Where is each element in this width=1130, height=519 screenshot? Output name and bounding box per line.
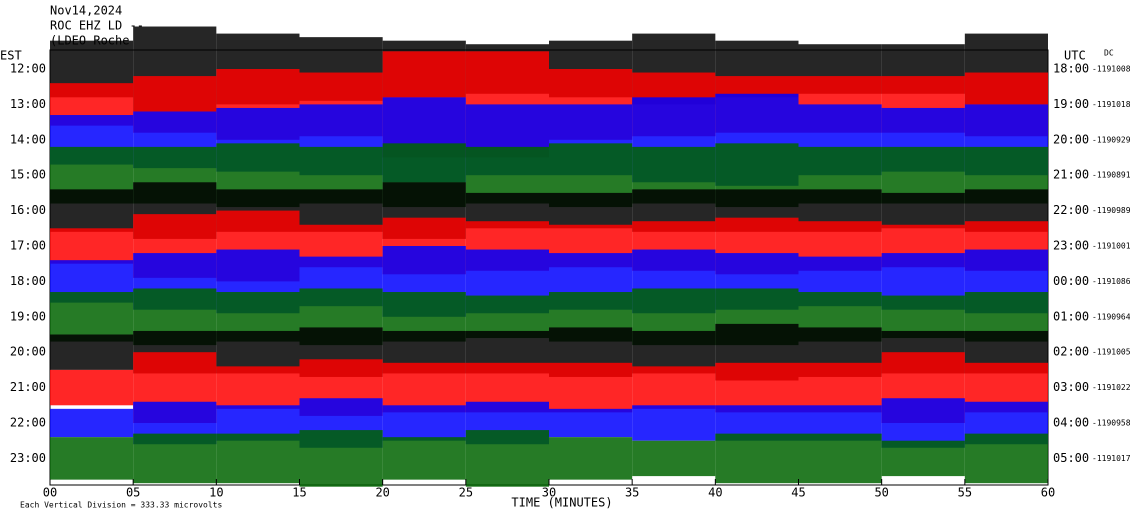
trace-segment bbox=[382, 437, 466, 480]
dc-label: DC bbox=[1104, 49, 1114, 58]
dc-value: -1191022 bbox=[1092, 383, 1130, 392]
est-label: 23:00 bbox=[10, 451, 46, 465]
title-line: ROC EHZ LD -- bbox=[50, 19, 144, 33]
trace-segment bbox=[549, 362, 633, 413]
est-label: 17:00 bbox=[10, 239, 46, 253]
trace-segment bbox=[549, 437, 633, 480]
trace-segment bbox=[465, 430, 549, 487]
trace-segment bbox=[50, 189, 134, 232]
utc-label: 18:00 bbox=[1053, 62, 1089, 76]
utc-label: 05:00 bbox=[1053, 451, 1089, 465]
x-tick-label: 30 bbox=[542, 486, 556, 500]
trace-segment bbox=[133, 433, 217, 484]
dc-value: -1191086 bbox=[1092, 277, 1130, 286]
trace-segment bbox=[382, 405, 466, 441]
x-axis-label: TIME (MINUTES) bbox=[511, 496, 612, 510]
trace-segment bbox=[382, 362, 466, 413]
right-axis-label: UTC bbox=[1064, 49, 1086, 63]
est-label: 15:00 bbox=[10, 168, 46, 182]
utc-label: 00:00 bbox=[1053, 274, 1089, 288]
trace-segment bbox=[216, 366, 300, 409]
utc-label: 22:00 bbox=[1053, 203, 1089, 217]
x-tick-label: 35 bbox=[625, 486, 639, 500]
trace-segment bbox=[715, 362, 799, 413]
x-tick-label: 45 bbox=[791, 486, 805, 500]
utc-label: 03:00 bbox=[1053, 380, 1089, 394]
utc-label: 02:00 bbox=[1053, 345, 1089, 359]
title-line: Nov14,2024 bbox=[50, 4, 122, 18]
trace-segment bbox=[50, 437, 134, 480]
utc-label: 23:00 bbox=[1053, 239, 1089, 253]
dc-value: -1190929 bbox=[1092, 135, 1130, 144]
x-tick-label: 25 bbox=[459, 486, 473, 500]
trace-segment bbox=[881, 398, 965, 448]
trace-segment bbox=[798, 433, 882, 484]
trace-segment bbox=[881, 440, 965, 477]
dc-value: -1191008 bbox=[1092, 65, 1130, 74]
dc-value: -1190989 bbox=[1092, 206, 1130, 215]
trace-segment bbox=[632, 405, 716, 441]
trace-segment bbox=[798, 362, 882, 413]
x-tick-label: 55 bbox=[958, 486, 972, 500]
utc-label: 19:00 bbox=[1053, 97, 1089, 111]
est-label: 16:00 bbox=[10, 203, 46, 217]
trace-segment bbox=[50, 408, 134, 438]
trace-segment bbox=[216, 433, 300, 484]
est-label: 18:00 bbox=[10, 274, 46, 288]
trace-segment bbox=[549, 192, 633, 229]
dc-value: -1190891 bbox=[1092, 171, 1130, 180]
trace-segment bbox=[632, 366, 716, 409]
footnote: Each Vertical Division = 333.33 microvol… bbox=[20, 501, 222, 510]
est-label: 12:00 bbox=[10, 62, 46, 76]
dc-value: -1190958 bbox=[1092, 419, 1130, 428]
x-tick-label: 50 bbox=[874, 486, 888, 500]
x-tick-label: 20 bbox=[375, 486, 389, 500]
trace-segment bbox=[964, 433, 1048, 484]
utc-label: 20:00 bbox=[1053, 132, 1089, 146]
dc-value: -1191005 bbox=[1092, 348, 1130, 357]
utc-label: 21:00 bbox=[1053, 168, 1089, 182]
est-label: 21:00 bbox=[10, 380, 46, 394]
x-tick-label: 15 bbox=[292, 486, 306, 500]
dc-value: -1191017 bbox=[1092, 454, 1130, 463]
trace-segment bbox=[715, 433, 799, 484]
x-tick-label: 60 bbox=[1041, 486, 1055, 500]
x-tick-label: 00 bbox=[43, 486, 57, 500]
est-label: 13:00 bbox=[10, 97, 46, 111]
x-tick-label: 40 bbox=[708, 486, 722, 500]
utc-label: 01:00 bbox=[1053, 309, 1089, 323]
est-label: 20:00 bbox=[10, 345, 46, 359]
est-label: 22:00 bbox=[10, 416, 46, 430]
est-label: 19:00 bbox=[10, 309, 46, 323]
trace-segment bbox=[299, 430, 383, 487]
dc-value: -1191001 bbox=[1092, 242, 1130, 251]
est-label: 14:00 bbox=[10, 132, 46, 146]
trace-segment bbox=[50, 334, 134, 370]
dc-value: -1191018 bbox=[1092, 100, 1130, 109]
x-tick-label: 05 bbox=[126, 486, 140, 500]
trace-segment bbox=[632, 440, 716, 477]
x-tick-label: 10 bbox=[209, 486, 223, 500]
utc-label: 04:00 bbox=[1053, 416, 1089, 430]
left-axis-label: EST bbox=[0, 49, 22, 63]
trace-segment bbox=[549, 408, 633, 438]
trace-segment bbox=[881, 192, 965, 229]
trace-segment bbox=[50, 369, 134, 406]
trace-segment bbox=[50, 292, 134, 342]
dc-value: -1190964 bbox=[1092, 312, 1130, 321]
trace-segment bbox=[50, 228, 134, 264]
